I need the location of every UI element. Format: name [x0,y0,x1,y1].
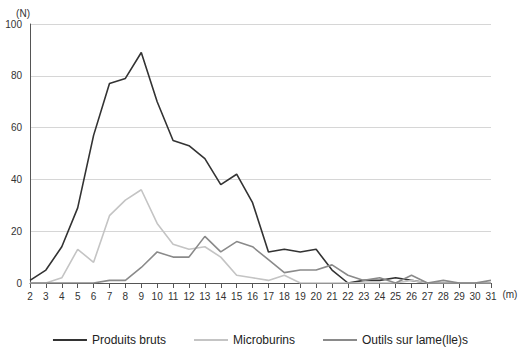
svg-text:40: 40 [11,174,23,185]
svg-text:(N): (N) [16,8,30,19]
svg-text:17: 17 [263,291,275,302]
svg-text:18: 18 [279,291,291,302]
svg-text:0: 0 [16,278,22,289]
svg-text:(m): (m) [502,289,517,300]
svg-text:100: 100 [5,19,22,30]
svg-text:Produits bruts: Produits bruts [92,333,166,347]
svg-text:14: 14 [215,291,227,302]
svg-text:20: 20 [311,291,323,302]
svg-text:30: 30 [470,291,482,302]
svg-text:3: 3 [43,291,49,302]
svg-text:19: 19 [295,291,307,302]
svg-text:31: 31 [485,291,497,302]
svg-text:26: 26 [406,291,418,302]
svg-text:9: 9 [138,291,144,302]
svg-text:2: 2 [27,291,33,302]
svg-text:25: 25 [390,291,402,302]
svg-text:Microburins: Microburins [233,333,295,347]
svg-text:27: 27 [422,291,434,302]
svg-text:5: 5 [75,291,81,302]
svg-text:23: 23 [358,291,370,302]
svg-text:8: 8 [123,291,129,302]
svg-text:16: 16 [247,291,259,302]
svg-text:29: 29 [454,291,466,302]
svg-text:28: 28 [438,291,450,302]
svg-text:22: 22 [342,291,354,302]
svg-text:13: 13 [199,291,211,302]
svg-text:21: 21 [326,291,338,302]
svg-text:20: 20 [11,226,23,237]
svg-text:60: 60 [11,122,23,133]
svg-text:80: 80 [11,70,23,81]
svg-text:6: 6 [91,291,97,302]
svg-text:7: 7 [107,291,113,302]
svg-text:15: 15 [231,291,243,302]
svg-text:11: 11 [168,291,179,302]
svg-text:12: 12 [183,291,195,302]
svg-text:Outils sur lame(lle)s: Outils sur lame(lle)s [362,333,468,347]
svg-text:4: 4 [59,291,65,302]
svg-text:24: 24 [374,291,386,302]
svg-text:10: 10 [152,291,164,302]
